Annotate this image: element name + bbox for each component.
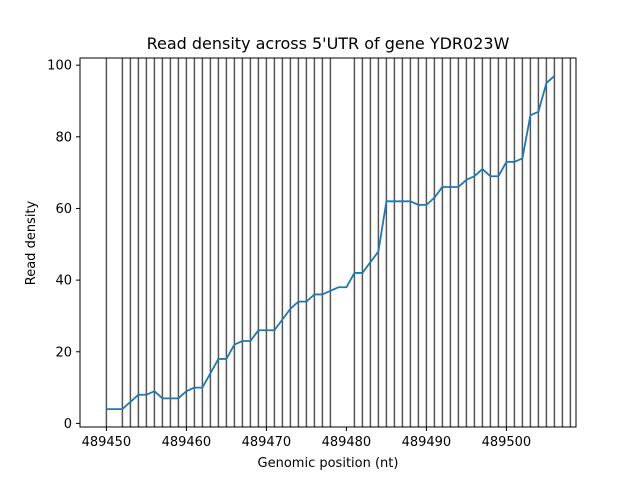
y-tick-label: 80 — [55, 130, 72, 145]
y-axis-label: Read density — [24, 200, 39, 285]
y-tick-label: 40 — [55, 274, 72, 289]
x-tick-label: 489450 — [82, 435, 132, 450]
y-tick-label: 100 — [47, 59, 72, 74]
x-tick-label: 489460 — [162, 435, 212, 450]
series-layer — [106, 75, 556, 410]
x-tick-label: 489470 — [242, 435, 292, 450]
density-line — [106, 75, 556, 410]
axes-frame — [79, 57, 577, 428]
x-tick-label: 489500 — [482, 435, 532, 450]
x-tick-label: 489480 — [322, 435, 372, 450]
y-tick-label: 20 — [55, 345, 72, 360]
vertical-lines — [105, 58, 572, 427]
y-tick-label: 0 — [64, 417, 72, 432]
chart-title: Read density across 5'UTR of gene YDR023… — [147, 34, 510, 53]
x-axis-ticks: 489450 489460 489470 489480 489490 489500 — [82, 427, 532, 450]
y-tick-label: 60 — [55, 202, 72, 217]
x-axis-label: Genomic position (nt) — [258, 456, 399, 471]
x-tick-label: 489490 — [402, 435, 452, 450]
y-axis-ticks: 0 20 40 60 80 100 — [47, 59, 80, 432]
